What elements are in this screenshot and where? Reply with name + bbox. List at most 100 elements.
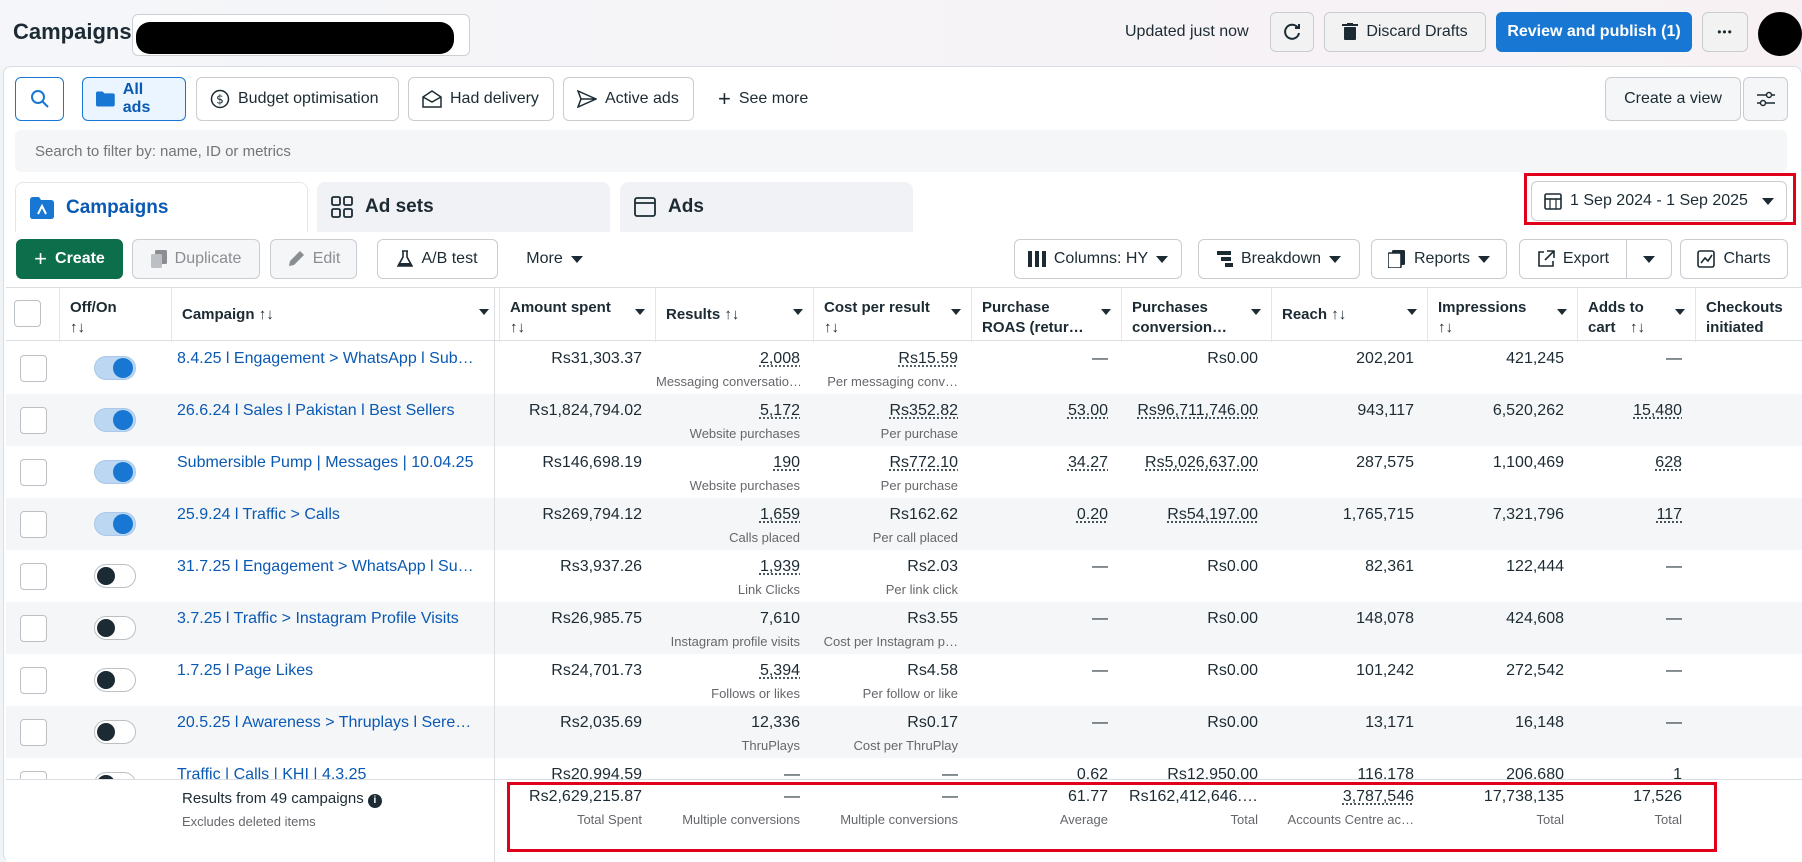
sort-icon: ↑↓ [1630,319,1645,336]
breakdown-dropdown[interactable]: Breakdown [1198,239,1360,279]
chip-all-ads[interactable]: All ads [82,77,186,121]
refresh-button[interactable] [1270,12,1314,52]
ab-test-button[interactable]: A/B test [377,239,498,279]
campaign-name-link[interactable]: 20.5.25 l Awareness > Thruplays l Serene… [177,714,477,731]
campaign-name-link[interactable]: 3.7.25 l Traffic > Instagram Profile Vis… [177,610,459,627]
campaign-toggle[interactable] [94,356,136,380]
duplicate-button[interactable]: Duplicate [132,239,260,279]
header-purchase-roas[interactable]: Purchase ROAS (retur… [972,288,1122,342]
header-reach[interactable]: Reach ↑↓ [1272,288,1428,342]
create-view-button[interactable]: Create a view [1605,77,1741,121]
chevron-down-icon [1761,197,1774,205]
chip-had-delivery[interactable]: Had delivery [408,77,554,121]
table-row[interactable]: 1.7.25 l Page Likes Rs24,701.73 5,394 Follo… [6,654,1802,706]
table-row[interactable]: 20.5.25 l Awareness > Thruplays l Serene… [6,706,1802,758]
duplicate-label: Duplicate [174,250,242,267]
header-purchases-conversion[interactable]: Purchases conversion… [1122,288,1272,342]
campaign-name-link[interactable]: 26.6.24 l Sales l Pakistan l Best Seller… [177,402,455,419]
edit-button[interactable]: Edit [270,239,357,279]
filter-settings-button[interactable] [1743,77,1788,121]
cell-results: 5,394 Follows or likes [711,662,800,701]
search-button[interactable] [15,77,64,121]
avatar[interactable] [1758,12,1802,56]
campaign-name-link[interactable]: Submersible Pump | Messages | 10.04.25 [177,454,474,471]
chevron-down-icon [1156,255,1169,263]
trash-icon [1342,23,1359,40]
campaign-name-link[interactable]: 1.7.25 l Page Likes [177,662,314,679]
date-range-picker[interactable]: 1 Sep 2024 - 1 Sep 2025 [1531,181,1787,221]
charts-button[interactable]: Charts [1680,239,1788,279]
cell-pconv: Rs0.00 [1207,350,1258,367]
header-cost-per-result[interactable]: Cost per result ↑↓ [814,288,972,342]
campaign-name-link[interactable]: 31.7.25 l Engagement > WhatsApp l Sub… [177,558,477,575]
row-checkbox[interactable] [20,563,47,590]
table-row[interactable]: 31.7.25 l Engagement > WhatsApp l Sub… Rs… [6,550,1802,602]
cell-reach: 82,361 [1365,558,1414,575]
campaign-toggle[interactable] [94,408,136,432]
review-publish-button[interactable]: Review and publish (1) [1496,12,1692,52]
header-off-on[interactable]: Off/On ↑↓ [60,288,172,342]
row-checkbox[interactable] [20,355,47,382]
search-icon [30,90,49,108]
header-amount-spent[interactable]: Amount spent ↑↓ [500,288,656,342]
row-checkbox[interactable] [20,719,47,746]
campaign-name-link[interactable]: 25.9.24 l Traffic > Calls [177,506,340,523]
export-button[interactable]: Export [1519,239,1627,279]
campaign-toggle[interactable] [94,616,136,640]
tab-ad-sets[interactable]: Ad sets [317,182,610,232]
cell-reach: 13,171 [1365,714,1414,731]
chip-active-ads[interactable]: Active ads [563,77,694,121]
header-campaign[interactable]: Campaign ↑↓ [172,288,500,342]
campaign-toggle[interactable] [94,460,136,484]
table-row[interactable]: 25.9.24 l Traffic > Calls Rs269,794.12 1,6… [6,498,1802,550]
campaign-name-link[interactable]: 8.4.25 l Engagement > WhatsApp l Subm… [177,350,477,367]
info-icon[interactable]: i [367,794,382,808]
table-row[interactable]: Submersible Pump | Messages | 10.04.25 Rs… [6,446,1802,498]
campaign-toggle[interactable] [94,668,136,692]
top-bar: Campaigns Updated just now Discard Draft… [0,0,1802,66]
create-label: Create [55,250,105,267]
table-row[interactable]: 8.4.25 l Engagement > WhatsApp l Subm… Rs… [6,342,1802,394]
cell-amount: Rs20,994.59 [551,766,642,783]
table-row[interactable]: 26.6.24 l Sales l Pakistan l Best Seller… [6,394,1802,446]
tab-campaigns[interactable]: Campaigns [15,182,308,232]
chip-budget-optimisation[interactable]: $ Budget optimisation [196,77,399,121]
header-adds-to-cart[interactable]: Adds to cart ↑↓ [1578,288,1696,342]
cell-roas: — [1092,350,1108,367]
cell-results: 1,939 Link Clicks [737,558,800,597]
create-button[interactable]: + Create [16,239,123,279]
cell-atc: — [1666,558,1682,575]
header-results[interactable]: Results ↑↓ [656,288,814,342]
cell-reach: 287,575 [1356,454,1414,471]
more-dropdown[interactable]: More [507,239,602,279]
more-options-button[interactable]: ••• [1702,12,1748,52]
row-checkbox[interactable] [20,459,47,486]
chevron-down-icon [951,309,961,315]
export-dropdown[interactable] [1626,239,1672,279]
cell-pconv: Rs0.00 [1207,662,1258,679]
chevron-down-icon [1329,255,1342,263]
header-checkouts-initiated[interactable]: Checkouts initiated [1706,299,1783,336]
discard-drafts-button[interactable]: Discard Drafts [1324,12,1486,52]
cell-pconv: Rs0.00 [1207,714,1258,731]
tab-ads[interactable]: Ads [620,182,913,232]
campaign-toggle[interactable] [94,512,136,536]
columns-icon [1027,251,1046,267]
ad-window-icon [634,197,656,217]
totals-row: Results from 49 campaigns i Excludes del… [6,779,1802,862]
header-impressions[interactable]: Impressions ↑↓ [1428,288,1578,342]
chip-see-more[interactable]: + See more [704,77,828,121]
campaign-toggle[interactable] [94,720,136,744]
columns-dropdown[interactable]: Columns: HY [1014,239,1182,279]
reports-dropdown[interactable]: Reports [1371,239,1507,279]
select-all-checkbox[interactable] [14,300,41,327]
sort-icon: ↑↓ [258,306,274,323]
table-row[interactable]: 3.7.25 l Traffic > Instagram Profile Vis… [6,602,1802,654]
row-checkbox[interactable] [20,407,47,434]
row-checkbox[interactable] [20,667,47,694]
cell-reach: 116,178 [1357,766,1414,783]
search-input[interactable] [15,130,1787,172]
row-checkbox[interactable] [20,511,47,538]
campaign-toggle[interactable] [94,564,136,588]
row-checkbox[interactable] [20,615,47,642]
